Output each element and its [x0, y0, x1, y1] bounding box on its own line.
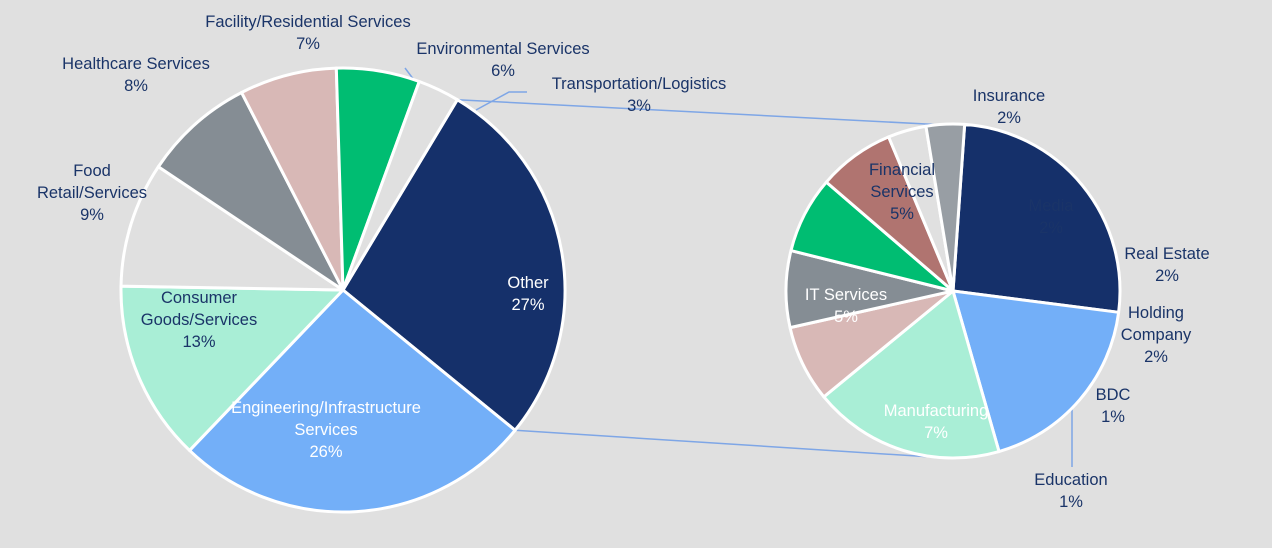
label-environmental-services: Environmental Services 6%: [416, 40, 589, 80]
connector-line-bottom: [515, 429, 939, 459]
slice-it-services: [951, 289, 1121, 454]
label-consumer-goods-services: Consumer Goods/Services 13%: [141, 289, 257, 351]
label-manufacturing: Manufacturing 7%: [884, 402, 989, 442]
label-media: Media 2%: [1029, 197, 1075, 237]
label-real-estate: Real Estate 2%: [1124, 245, 1209, 285]
label-it-services: IT Services 5%: [805, 286, 887, 326]
secondary-pie: [784, 122, 1122, 460]
slice-financial-services: [822, 289, 1001, 460]
slice-transportation-logistics: [341, 80, 459, 292]
label-insurance: Insurance 2%: [973, 87, 1045, 127]
label-healthcare-services: Healthcare Services 8%: [62, 55, 210, 95]
label-financial-services: Financial Services 5%: [869, 161, 935, 223]
slice-healthcare-services: [156, 91, 345, 292]
slice-manufacturing: [951, 122, 1122, 314]
label-other: Other 27%: [507, 274, 549, 314]
slice-food-retail-services: [119, 165, 345, 292]
slice-consumer-goods-services: [119, 284, 345, 452]
slice-labels: Other 27% Engineering/Infrastructure Servic…: [37, 13, 1210, 511]
label-transportation-logistics: Transportation/Logistics 3%: [552, 75, 727, 115]
label-bdc: BDC 1%: [1096, 386, 1131, 426]
label-holding-company: Holding Company 2%: [1121, 304, 1192, 366]
label-food-retail-services: Food Retail/Services 9%: [37, 162, 147, 224]
label-engineering-infrastructure-services: Engineering/Infrastructure Services 26%: [231, 399, 421, 461]
leader-line-transportation-logistics: [475, 91, 527, 111]
connector-line-top: [457, 98, 939, 126]
slice-engineering-infrastructure-services: [188, 288, 517, 514]
label-facility-residential-services: Facility/Residential Services 7%: [205, 13, 410, 53]
slice-other: [341, 98, 567, 432]
slice-education: [924, 122, 967, 293]
main-pie: [119, 66, 567, 514]
connector-lines: [404, 67, 1073, 467]
label-education: Education 1%: [1034, 471, 1107, 511]
